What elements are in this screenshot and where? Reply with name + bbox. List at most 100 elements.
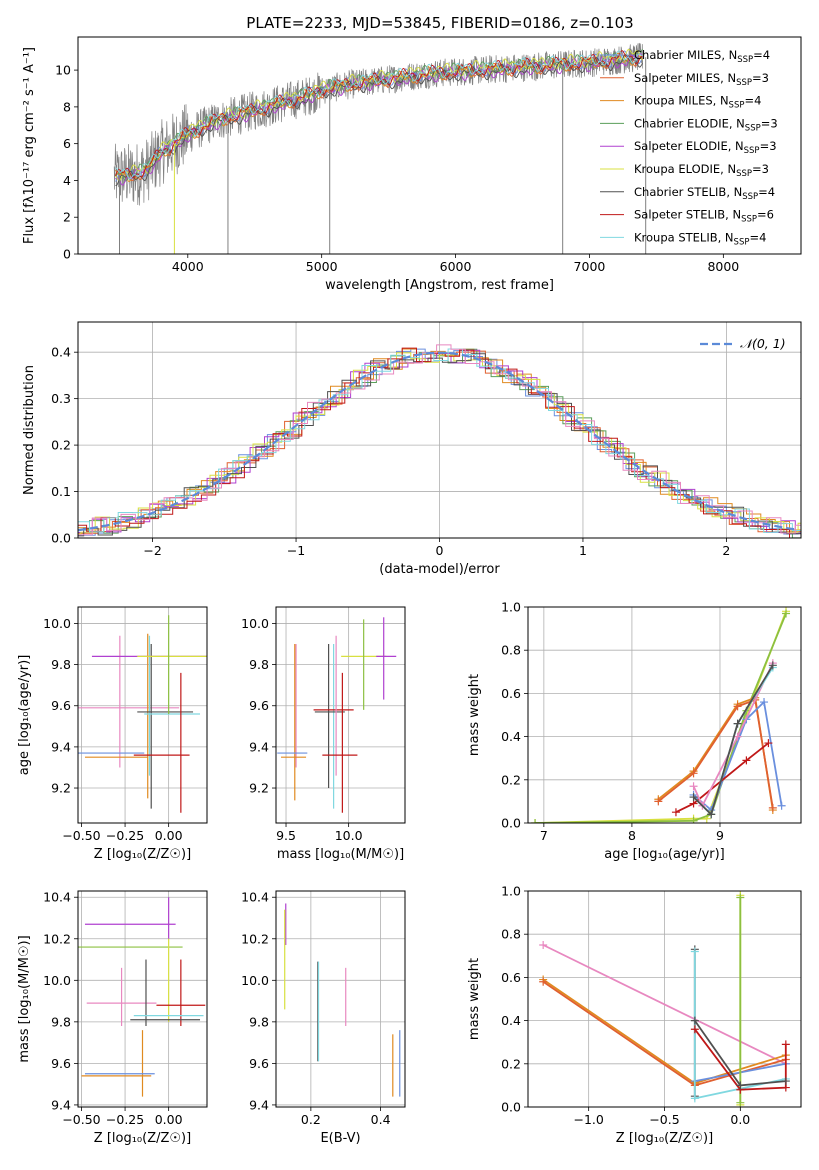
x-tick-label: −0.5 <box>649 1112 679 1127</box>
y-tick-label: 6 <box>63 136 71 151</box>
y-tick-label: 8 <box>63 99 71 114</box>
legend-entry-label: Chabrier STELIB, N <box>634 185 742 199</box>
y-tick-label: 0.2 <box>51 438 71 453</box>
legend-entry-count: =3 <box>760 139 777 153</box>
legend-entry: Chabrier MILES, NSSP=4 <box>634 48 770 65</box>
mass-weight-marker <box>768 661 777 670</box>
legend-entry: Chabrier ELODIE, NSSP=3 <box>634 116 778 133</box>
mass-weight-marker <box>689 793 698 802</box>
legend-entry-subscript: SSP <box>742 192 758 202</box>
mass-weight-marker <box>781 1040 790 1049</box>
x-tick-label: 0.2 <box>301 1112 321 1127</box>
legend-entry-label: Salpeter STELIB, N <box>634 208 741 222</box>
residual-histogram-panel: −2 −1 0 1 2 0.0 0.1 0.2 0.3 0.4 (data-model)/error… <box>22 321 802 577</box>
mass-weight-marker <box>539 977 548 986</box>
mass-weight-series-line <box>692 662 774 808</box>
mass-weight-marker <box>736 1081 745 1090</box>
mass-weight-marker <box>531 819 540 823</box>
x-tick-label: 7 <box>540 828 548 843</box>
y-tick-label: 9.4 <box>249 739 269 754</box>
gaussian-reference-line <box>78 351 796 532</box>
y-axis-label: Flux [fλ10⁻¹⁷ erg cm⁻² s⁻¹ A⁻¹] <box>22 47 37 244</box>
mass-weight-marker <box>736 893 745 902</box>
x-tick-label: 0.00 <box>155 828 183 843</box>
mass-weight-marker <box>777 801 786 810</box>
mass-weight-marker <box>539 941 548 949</box>
plot-area <box>284 903 401 1097</box>
y-tick-label: 10.0 <box>43 973 71 988</box>
mass-weight-marker <box>690 1025 699 1034</box>
legend-entry-subscript: SSP <box>745 123 761 133</box>
axes-frame <box>527 890 802 1108</box>
legend-entry: Salpeter MILES, NSSP=3 <box>634 71 769 88</box>
y-tick-label: 2 <box>63 210 71 225</box>
y-tick-label: 10.4 <box>43 890 71 905</box>
x-axis-label: (data-model)/error <box>379 562 500 577</box>
mass-weight-marker <box>733 732 742 741</box>
metallicity-age-panel: −0.50 −0.25 0.00 9.2 9.4 9.6 9.8 10.0 Z [log₁₀(Z… <box>17 606 208 862</box>
axes-frame <box>77 321 802 539</box>
legend-entry-count: =3 <box>761 116 778 130</box>
y-tick-label: 0.6 <box>501 686 521 701</box>
mass-weight-marker <box>782 609 791 618</box>
mass-weight-series-line <box>542 944 787 1065</box>
model-spectrum-line <box>115 52 643 182</box>
y-tick-label: 10.4 <box>241 890 269 905</box>
mass-weight-marker <box>689 769 698 778</box>
x-tick-label: 8000 <box>707 259 739 274</box>
mass-weight-marker <box>707 810 716 819</box>
plot-area <box>113 42 647 254</box>
x-tick-label: −1 <box>287 543 305 558</box>
y-tick-label: 9.6 <box>249 698 269 713</box>
y-tick-label: 9.8 <box>51 1014 71 1029</box>
y-tick-label: 0.1 <box>51 484 71 499</box>
spectrum-panel: 4000 5000 6000 7000 8000 0 2 4 6 8 10 wavelength [A… <box>22 36 802 293</box>
mass-weight-marker <box>736 1098 745 1107</box>
plot-area <box>531 607 791 823</box>
model-spectrum-line <box>115 50 643 180</box>
legend-entry-label: Chabrier MILES, N <box>634 48 737 62</box>
x-tick-label: −0.50 <box>62 1112 100 1127</box>
legend-entry-subscript: SSP <box>734 237 750 247</box>
y-tick-label: 10.2 <box>43 931 71 946</box>
legend-entry-subscript: SSP <box>741 215 757 225</box>
y-tick-label: 0.6 <box>501 970 521 985</box>
x-tick-label: −0.25 <box>106 828 144 843</box>
legend-entry-count: =4 <box>744 94 761 108</box>
legend-entry-subscript: SSP <box>744 146 760 156</box>
legend-entry: Kroupa STELIB, NSSP=4 <box>634 230 766 247</box>
legend-entry-subscript: SSP <box>729 101 745 111</box>
plot-area <box>539 891 790 1107</box>
y-tick-label: 9.4 <box>249 1097 269 1112</box>
y-tick-label: 10.2 <box>241 931 269 946</box>
y-tick-label: 0 <box>63 247 71 262</box>
y-tick-label: 0.4 <box>501 729 521 744</box>
mass-weight-marker <box>690 1016 699 1025</box>
y-tick-label: 9.4 <box>51 1097 71 1112</box>
legend-entry-count: =3 <box>752 71 769 85</box>
mass-weight-series-line <box>694 1028 787 1091</box>
y-tick-label: 0.0 <box>501 1100 521 1115</box>
mass-weight-marker <box>689 782 698 791</box>
x-axis-label: Z [log₁₀(Z/Z☉)] <box>94 847 191 862</box>
mass-weight-marker <box>690 947 699 956</box>
y-tick-label: 4 <box>63 173 71 188</box>
y-tick-label: 9.6 <box>249 1056 269 1071</box>
metallicity-mass-weight-panel: −1.0 −0.5 0.0 0.0 0.2 0.4 0.6 0.8 1.0 Z [log₁₀(Z/… <box>467 884 802 1146</box>
y-tick-label: 9.2 <box>51 781 71 796</box>
legend-entry-label: 𝒩(0, 1) <box>740 336 786 351</box>
mass-weight-marker <box>689 816 698 823</box>
metallicity-mass-panel: −0.50 −0.25 0.00 9.4 9.6 9.8 10.0 10.2 10.4 Z [lo… <box>17 890 208 1146</box>
x-tick-label: 5000 <box>306 259 338 274</box>
x-tick-label: 6000 <box>440 259 472 274</box>
x-tick-label: 7000 <box>574 259 606 274</box>
x-axis-label: mass [log₁₀(M/M☉)] <box>277 847 404 862</box>
y-tick-label: 9.8 <box>51 657 71 672</box>
y-tick-label: 0.4 <box>501 1013 521 1028</box>
residual-histogram-series <box>78 344 801 536</box>
figure-title: PLATE=2233, MJD=53845, FIBERID=0186, z=0… <box>246 14 633 32</box>
axes-frame <box>77 36 802 255</box>
x-tick-label: 4000 <box>172 259 204 274</box>
y-axis-label: mass weight <box>467 674 482 756</box>
axes-frame <box>275 890 406 1108</box>
